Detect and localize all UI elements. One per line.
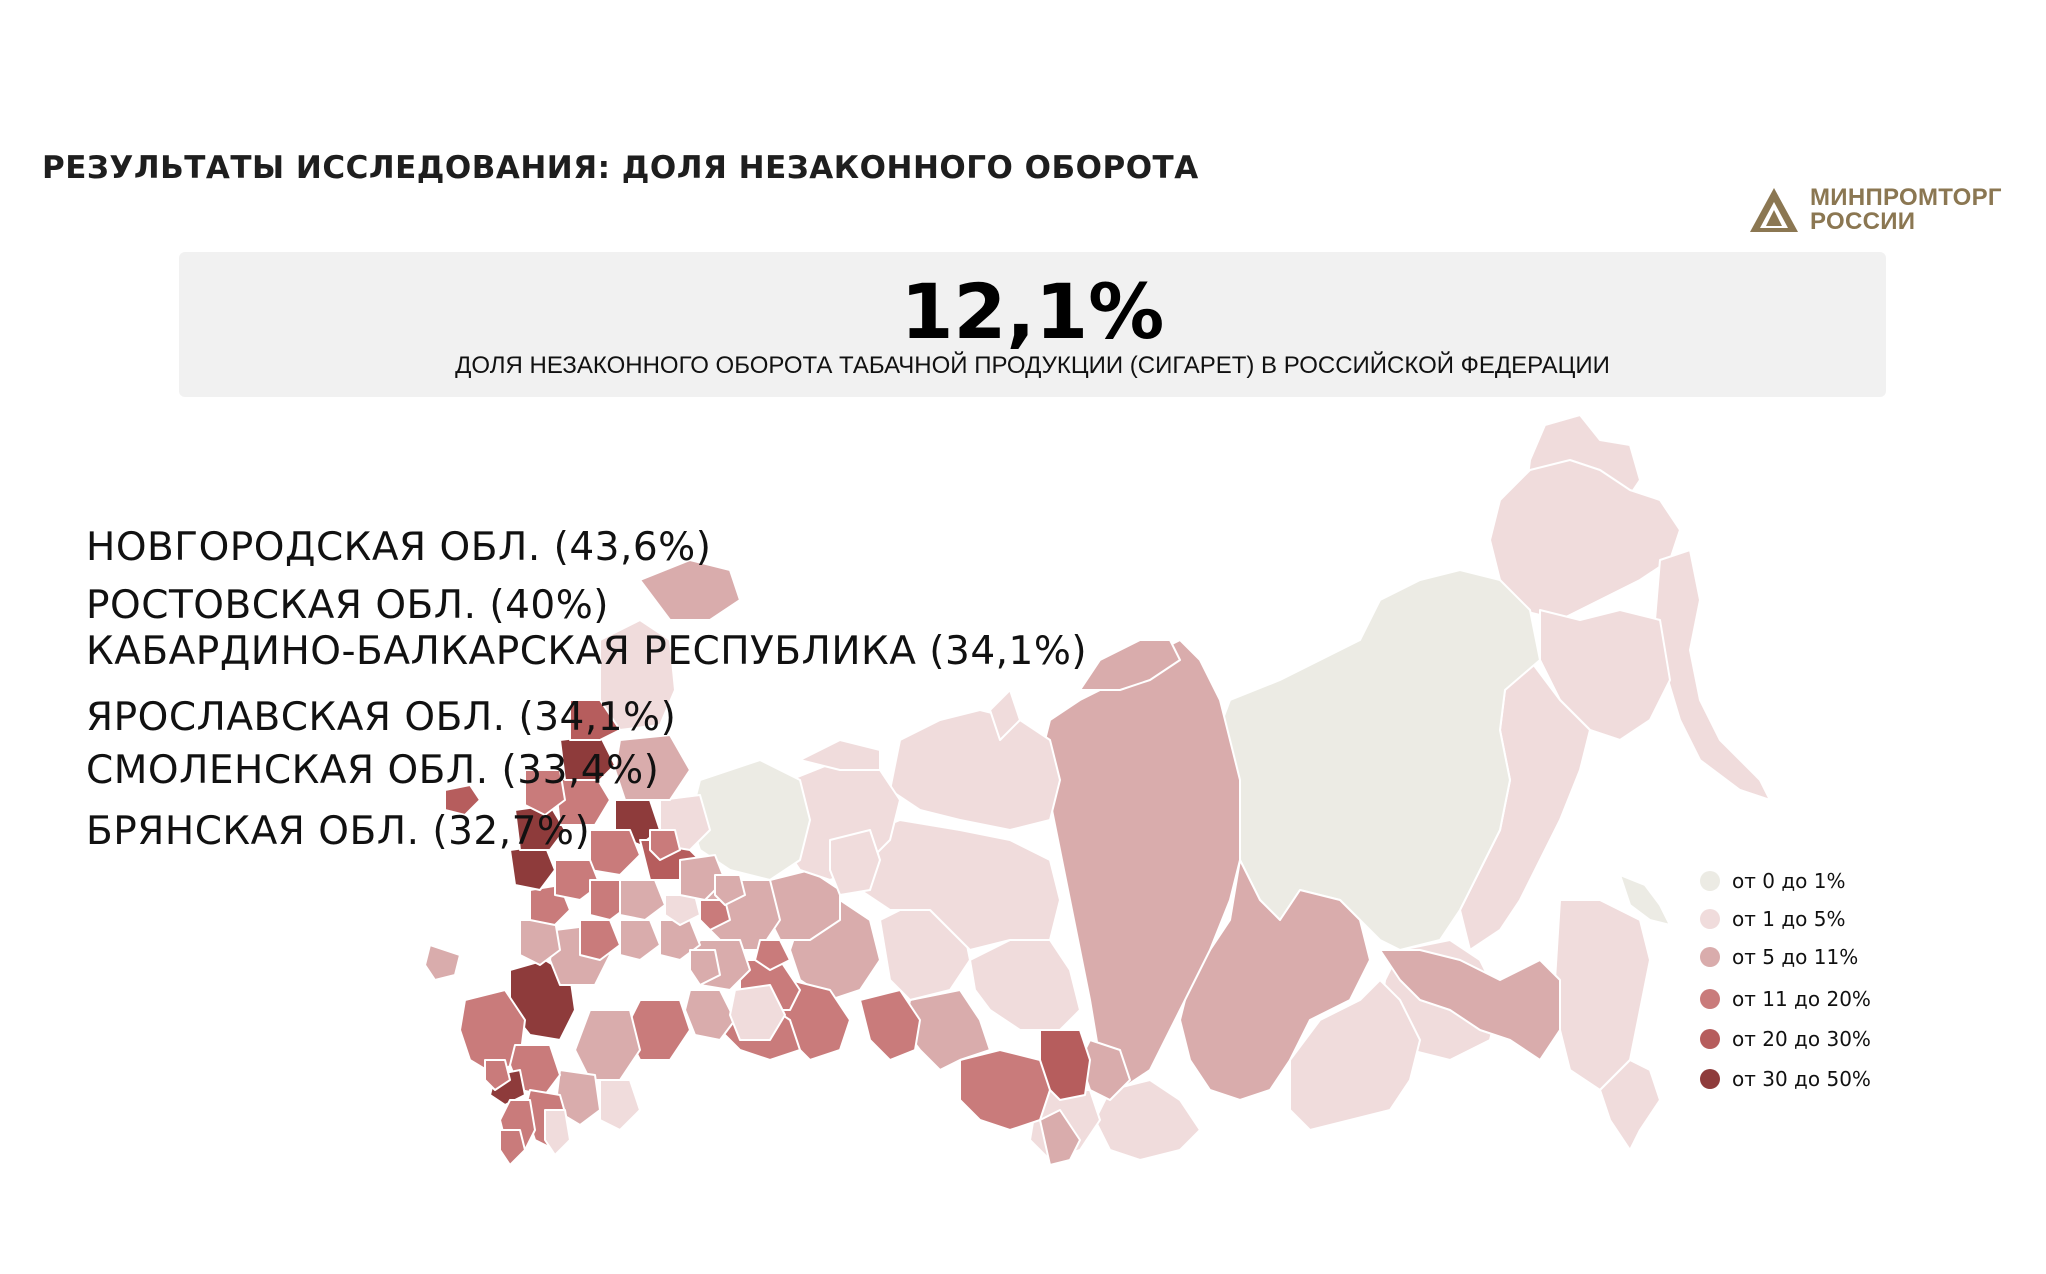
region-lipetsk [579,919,621,961]
region-magadan [1539,609,1671,741]
region-adygea [484,1059,511,1091]
legend-item: от 5 до 11% [1700,944,2000,974]
region-tyva [1094,1079,1201,1161]
region-pskov [524,769,566,816]
region-volga-light [729,984,786,1041]
region-ural-light [829,829,881,896]
legend-label: от 20 до 30% [1732,1027,1871,1051]
region-kaliningrad [444,784,481,816]
region-samara [684,989,736,1041]
legend-item: от 20 до 30% [1700,1026,2000,1056]
region-zabaikalsky [1379,949,1561,1061]
legend-swatch [1700,1029,1720,1049]
region-buryatia [1289,979,1421,1131]
region-chechnya [544,1109,571,1156]
region-far-north-east [1489,459,1681,621]
region-udmurtia [754,939,791,971]
region-karelia [599,619,676,731]
legend-swatch [1700,1069,1720,1089]
region-ivanovo [649,829,681,861]
logo-line-2: РОССИИ [1810,208,1916,235]
region-kurgan [859,989,921,1061]
region-altai-krai [1039,1109,1081,1166]
region-ulyanovsk [689,949,721,986]
legend-label: от 1 до 5% [1732,907,1846,931]
region-ryazan [619,879,666,921]
region-yamal-peninsula [989,689,1021,741]
page-title: РЕЗУЛЬТАТЫ ИССЛЕДОВАНИЯ: ДОЛЯ НЕЗАКОННОГ… [42,150,1199,186]
region-taimyr [1079,639,1181,691]
region-murmansk [639,559,741,621]
region-yamal [889,709,1061,831]
region-kamchatka [1654,549,1771,801]
region-novgorod [559,734,616,781]
headline-stat-caption: ДОЛЯ НЕЗАКОННОГО ОБОРОТА ТАБАЧНОЙ ПРОДУК… [455,352,1610,379]
legend-label: от 30 до 50% [1732,1067,1871,1091]
region-jewish [1599,1059,1661,1151]
region-sakhalin [1619,874,1671,926]
region-primorye [1554,899,1651,1091]
legend-label: от 5 до 11% [1732,945,1859,969]
region-krasnoyarsk [1039,639,1241,1091]
legend-label: от 0 до 1% [1732,869,1846,893]
logo-text: МИНПРОМТОРГ РОССИИ [1810,186,2002,234]
legend-swatch [1700,947,1720,967]
region-tomsk [969,939,1081,1031]
region-vologda [614,734,691,801]
logo: МИНПРОМТОРГ РОССИИ [1748,186,2018,236]
legend-swatch [1700,909,1720,929]
headline-stat-box: 12,1% ДОЛЯ НЕЗАКОННОГО ОБОРОТА ТАБАЧНОЙ … [179,252,1886,397]
legend-swatch [1700,871,1720,891]
region-moscow [589,829,641,876]
region-bryansk [509,844,556,891]
legend-swatch [1700,989,1720,1009]
logo-line-1: МИНПРОМТОРГ [1810,184,2002,211]
region-crimea [424,944,461,981]
region-astrakhan [599,1079,641,1131]
region-novosibirsk [959,1049,1051,1131]
headline-stat-value: 12,1% [900,267,1165,356]
region-coastal-strip [499,1129,526,1166]
legend-item: от 1 до 5% [1700,906,2000,936]
legend-item: от 30 до 50% [1700,1066,2000,1096]
region-tambov [619,919,661,961]
region-mari-el [714,874,746,906]
region-khanty-mansi [849,819,1061,951]
legend-item: от 11 до 20% [1700,986,2000,1016]
region-volgograd [574,1009,641,1081]
legend-item: от 0 до 1% [1700,868,2000,898]
region-nenets [799,739,881,771]
logo-triangle-icon [1750,188,1798,232]
legend-label: от 11 до 20% [1732,987,1871,1011]
